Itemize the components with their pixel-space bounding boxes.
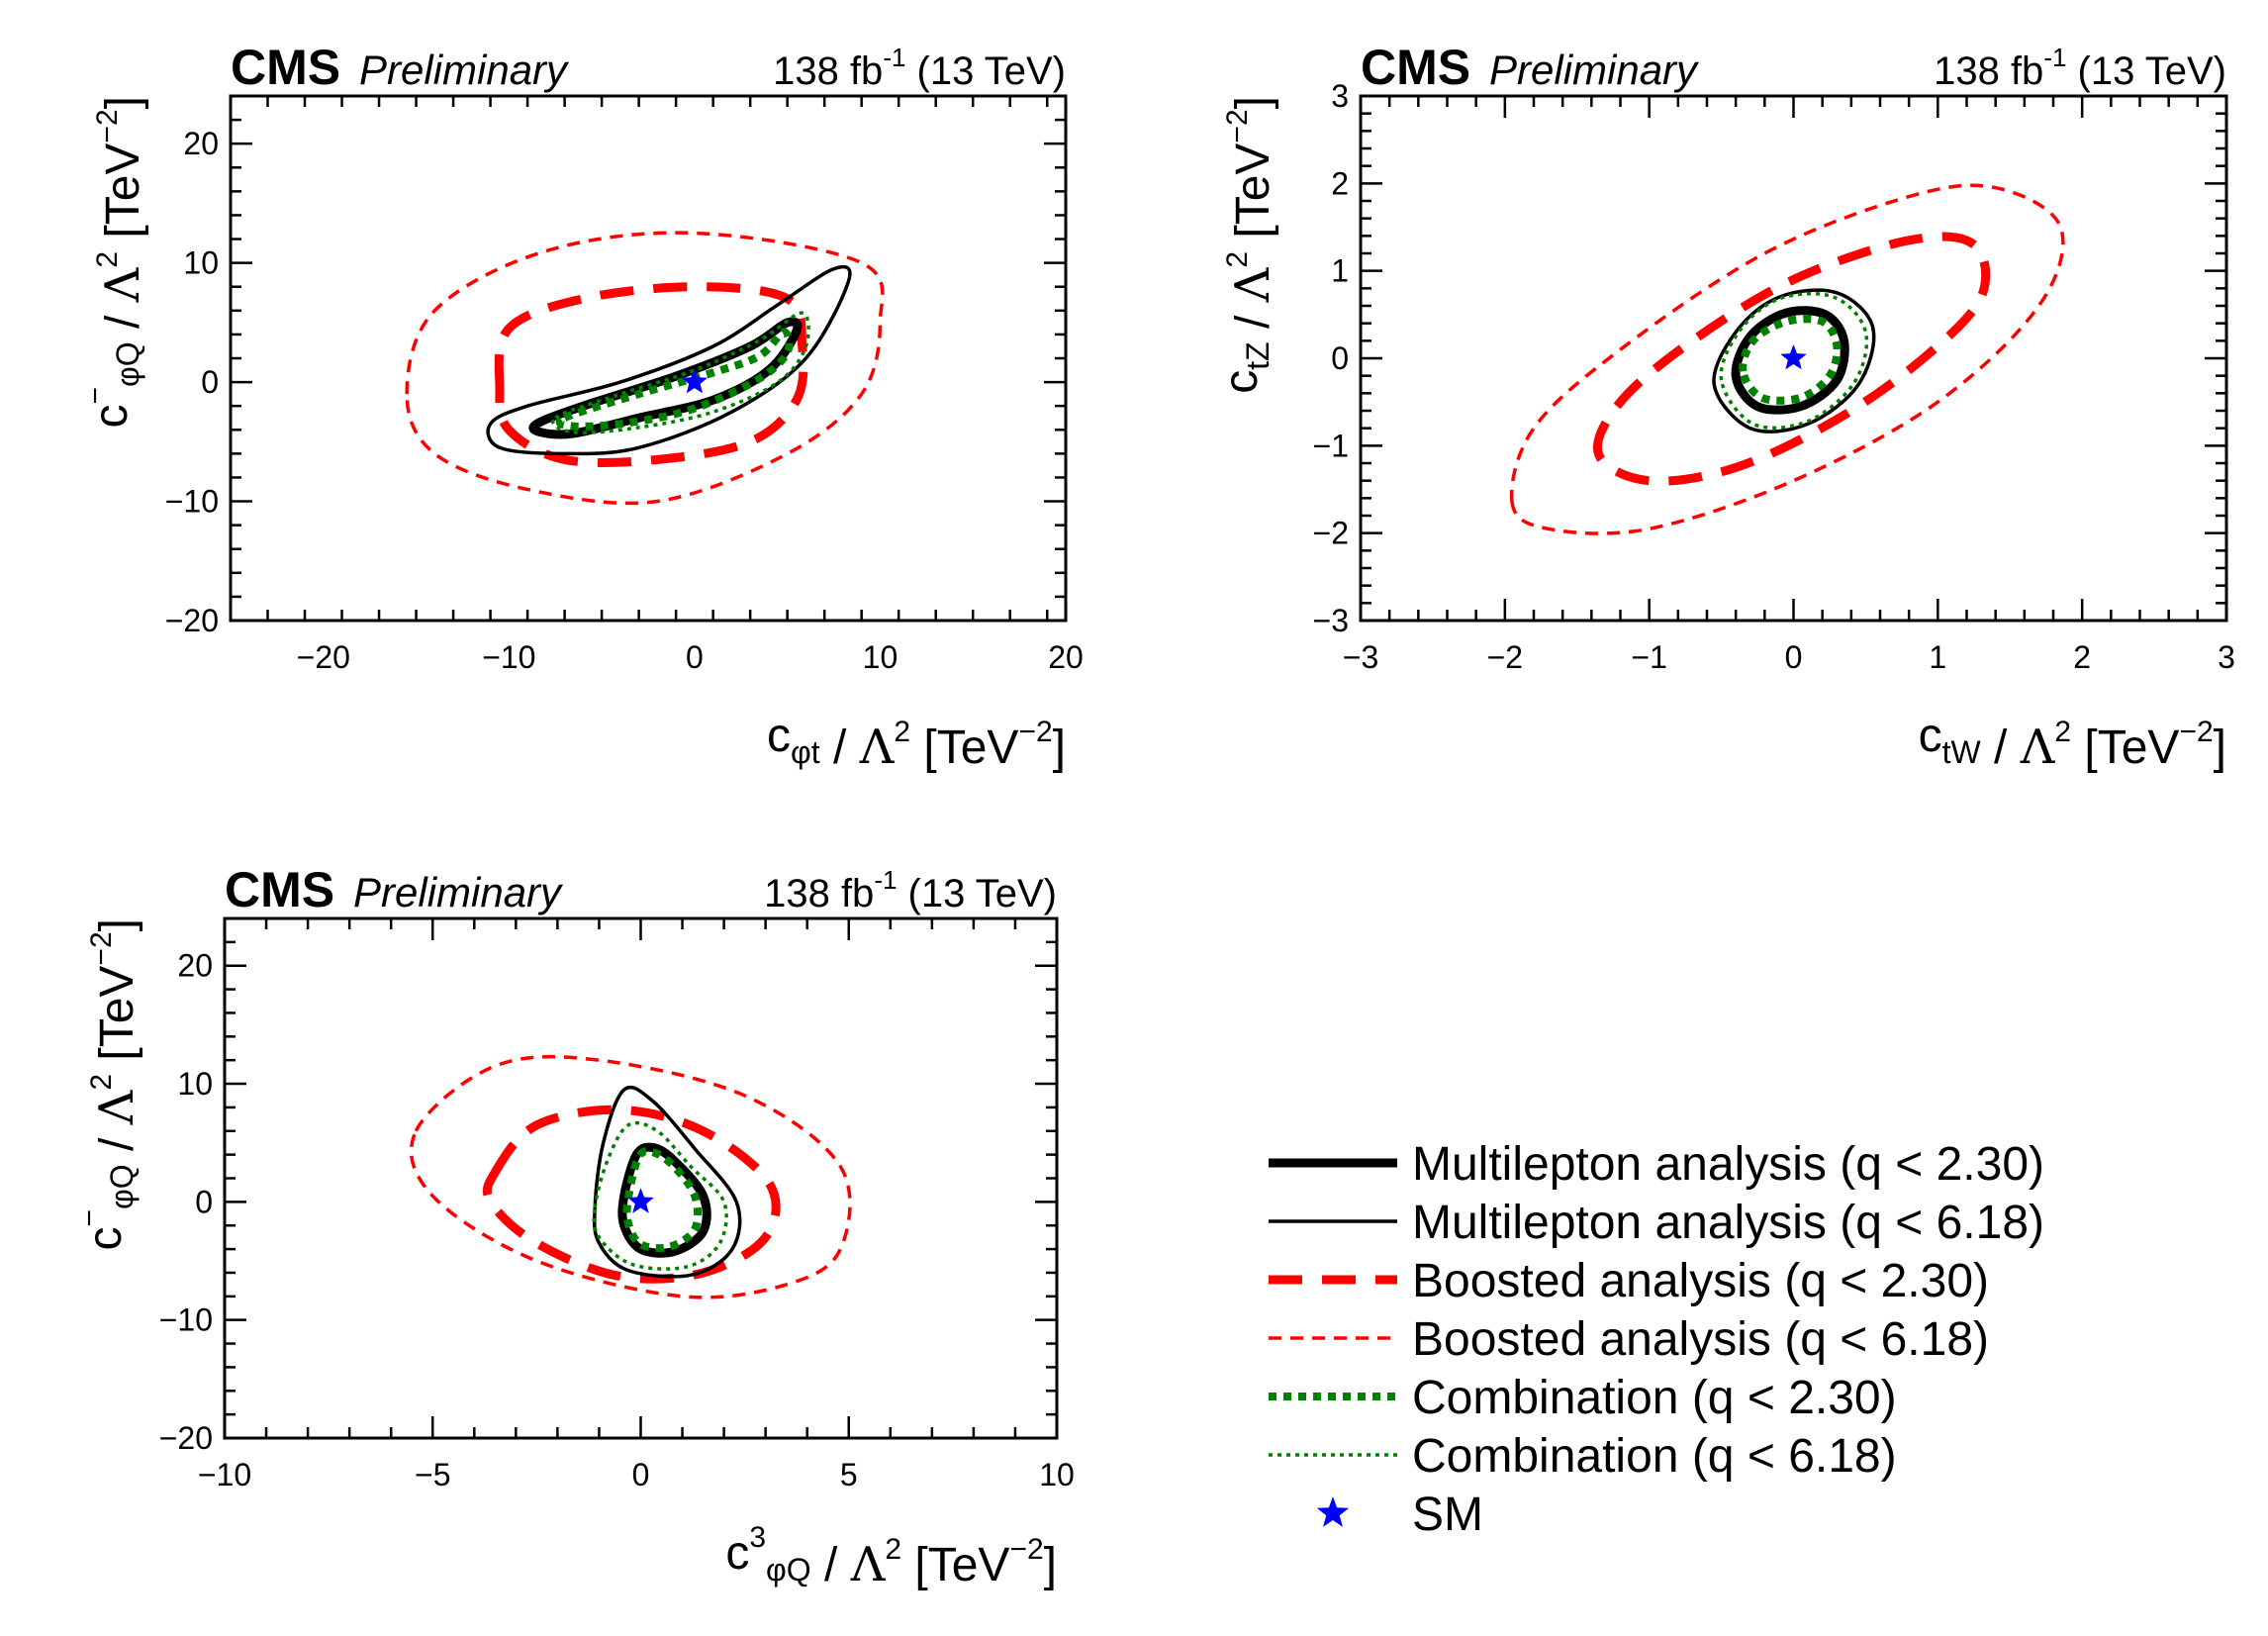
y-tick-label: 0 bbox=[201, 364, 219, 400]
y-tick-label: −20 bbox=[159, 1420, 213, 1456]
y-tick-label: 10 bbox=[183, 245, 219, 281]
y-axis-title-group: ctZ / Λ2 [TeV−2] bbox=[1215, 96, 1280, 394]
y-tick-label: 0 bbox=[1331, 340, 1349, 376]
cms-label: CMS bbox=[231, 40, 340, 95]
contour-bo95 bbox=[405, 231, 885, 506]
contour-bo68 bbox=[1593, 232, 1991, 486]
y-tick-label: −1 bbox=[1313, 428, 1349, 463]
preliminary-label: Preliminary bbox=[1489, 47, 1700, 93]
sm-point-star bbox=[627, 1188, 654, 1213]
x-tick-label: −1 bbox=[1631, 639, 1666, 675]
y-tick-label: 2 bbox=[1331, 165, 1349, 201]
x-tick-label: −10 bbox=[198, 1457, 251, 1492]
legend-item: SM bbox=[1316, 1489, 1483, 1541]
sm-point-star bbox=[1780, 344, 1807, 370]
contour-co68 bbox=[1739, 315, 1842, 405]
sm-point-star bbox=[681, 368, 709, 394]
y-tick-label: 20 bbox=[177, 948, 213, 984]
x-axis-title: ctW / Λ2 [TeV−2] bbox=[1919, 710, 2226, 775]
lumi-label: 138 fb-1 (13 TeV) bbox=[1934, 43, 2226, 93]
contour-group bbox=[409, 1054, 852, 1299]
y-tick-label: −20 bbox=[165, 603, 219, 638]
y-tick-label: 0 bbox=[195, 1184, 213, 1219]
y-tick-label: 20 bbox=[183, 126, 219, 161]
x-tick-label: 0 bbox=[1785, 639, 1803, 675]
legend-item: Boosted analysis (q < 2.30) bbox=[1269, 1255, 1989, 1307]
contour-co95 bbox=[592, 1120, 728, 1271]
x-tick-label: 20 bbox=[1048, 639, 1084, 675]
x-tick-label: 0 bbox=[632, 1457, 650, 1492]
x-tick-label: 1 bbox=[1929, 639, 1946, 675]
panel-cphit-cphiQ: −20 −10 0 10 20 −20 −10 0 10 20 CMS Preliminary 138 … bbox=[79, 40, 1084, 775]
preliminary-label: Preliminary bbox=[353, 869, 564, 915]
y-tick-label: −2 bbox=[1313, 516, 1349, 551]
contour-co68 bbox=[622, 1147, 703, 1253]
contour-co68 bbox=[555, 328, 794, 431]
x-tick-label: −2 bbox=[1487, 639, 1523, 675]
legend-label: Boosted analysis (q < 2.30) bbox=[1412, 1255, 1989, 1307]
preliminary-label: Preliminary bbox=[359, 47, 570, 93]
x-tick-label: 10 bbox=[863, 639, 898, 675]
contour-ml95 bbox=[486, 264, 852, 456]
legend-item: Boosted analysis (q < 6.18) bbox=[1269, 1313, 1989, 1366]
legend-label: Combination (q < 2.30) bbox=[1412, 1372, 1897, 1424]
legend-item: Combination (q < 6.18) bbox=[1269, 1430, 1897, 1483]
contour-ml95 bbox=[593, 1085, 742, 1279]
contour-ml68 bbox=[1731, 306, 1849, 415]
legend-label: SM bbox=[1412, 1489, 1483, 1541]
cms-label: CMS bbox=[225, 862, 334, 917]
contour-group bbox=[405, 231, 885, 506]
contour-group bbox=[1509, 183, 2065, 535]
lumi-label: 138 fb-1 (13 TeV) bbox=[773, 43, 1066, 93]
y-tick-label: −10 bbox=[165, 484, 219, 520]
legend-label: Combination (q < 6.18) bbox=[1412, 1430, 1897, 1483]
y-axis-title: c−φQ / Λ2 [TeV−2] bbox=[73, 918, 144, 1251]
x-tick-label: −10 bbox=[482, 639, 535, 675]
x-tick-label: 10 bbox=[1039, 1457, 1075, 1492]
panel-ctW-ctZ: −3 −2 −1 0 1 2 3 −3 −2 −1 0 1 2 3 CMS Preliminary 138 fb… bbox=[1215, 40, 2235, 775]
y-tick-label: −3 bbox=[1313, 603, 1349, 638]
legend-sm-star bbox=[1316, 1496, 1350, 1527]
x-tick-label: 3 bbox=[2218, 639, 2235, 675]
legend-item: Multilepton analysis (q < 6.18) bbox=[1269, 1197, 2044, 1249]
legend-label: Multilepton analysis (q < 6.18) bbox=[1412, 1197, 2044, 1249]
legend-item: Multilepton analysis (q < 2.30) bbox=[1269, 1138, 2044, 1191]
y-axis-title-group: c−φQ / Λ2 [TeV−2] bbox=[73, 918, 144, 1251]
contour-bo95 bbox=[1509, 183, 2065, 535]
x-tick-label: −5 bbox=[415, 1457, 450, 1492]
x-axis-title: cφt / Λ2 [TeV−2] bbox=[767, 710, 1066, 775]
y-tick-label: 10 bbox=[177, 1066, 213, 1102]
y-axis-title: ctZ / Λ2 [TeV−2] bbox=[1215, 96, 1280, 394]
y-tick-label: 1 bbox=[1331, 253, 1349, 289]
plot-frame bbox=[223, 916, 1059, 1440]
plot-frame bbox=[229, 94, 1068, 623]
contour-bo68 bbox=[494, 282, 808, 467]
legend-item: Combination (q < 2.30) bbox=[1269, 1372, 1897, 1424]
cms-label: CMS bbox=[1361, 40, 1470, 95]
legend: Multilepton analysis (q < 2.30) Multilept… bbox=[1269, 1138, 2044, 1541]
legend-label: Multilepton analysis (q < 2.30) bbox=[1412, 1138, 2044, 1191]
y-axis-title: c−φQ / Λ2 [TeV−2] bbox=[79, 96, 150, 429]
contour-ml95 bbox=[1712, 288, 1876, 433]
y-tick-label: −10 bbox=[159, 1302, 213, 1338]
x-axis-title: c3φQ / Λ2 [TeV−2] bbox=[725, 1521, 1057, 1592]
lumi-label: 138 fb-1 (13 TeV) bbox=[764, 865, 1057, 915]
contour-co95 bbox=[551, 311, 810, 434]
x-tick-label: 2 bbox=[2073, 639, 2091, 675]
x-tick-label: 0 bbox=[686, 639, 704, 675]
x-tick-label: −3 bbox=[1343, 639, 1378, 675]
contour-bo95 bbox=[409, 1054, 852, 1299]
y-axis-title-group: c−φQ / Λ2 [TeV−2] bbox=[79, 96, 150, 429]
x-tick-label: 5 bbox=[840, 1457, 858, 1492]
legend-label: Boosted analysis (q < 6.18) bbox=[1412, 1313, 1989, 1366]
x-tick-label: −20 bbox=[297, 639, 350, 675]
contour-bo68 bbox=[482, 1105, 781, 1284]
y-tick-label: 3 bbox=[1331, 78, 1349, 114]
